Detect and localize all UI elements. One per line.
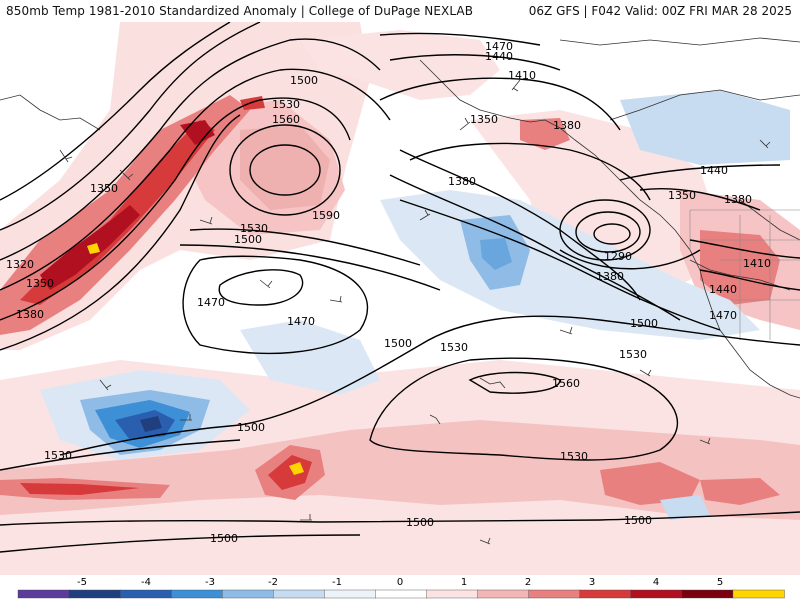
contour-label: 1350 — [668, 189, 696, 202]
colorbar-swatch — [17, 589, 70, 599]
contour-label: 1380 — [596, 270, 624, 283]
contour-label: 1380 — [724, 193, 752, 206]
contour-label: 1470 — [485, 40, 513, 53]
contour-label: 1500 — [234, 233, 262, 246]
colorbar: -5 -4 -3 -2 -1 0 1 2 3 4 5 — [0, 575, 800, 600]
contour-label: 1470 — [197, 296, 225, 309]
contour-label: 1470 — [287, 315, 315, 328]
contour-label: 1350 — [470, 113, 498, 126]
colorbar-swatch — [681, 589, 734, 599]
contour-label: 1560 — [552, 377, 580, 390]
contour-label: 1410 — [508, 69, 536, 82]
contour-label: 1440 — [709, 283, 737, 296]
colorbar-swatches — [17, 589, 785, 599]
colorbar-tick-label: -2 — [268, 577, 278, 588]
colorbar-tick-label: 0 — [397, 577, 403, 588]
colorbar-swatch — [222, 589, 275, 599]
contour-label: 1470 — [709, 309, 737, 322]
colorbar-swatch — [324, 589, 377, 599]
contour-label: 1380 — [448, 175, 476, 188]
contour-label: 1500 — [237, 421, 265, 434]
colorbar-tick-label: 1 — [461, 577, 467, 588]
colorbar-swatch — [579, 589, 632, 599]
colorbar-tick-labels: -5 -4 -3 -2 -1 0 1 2 3 4 5 — [77, 577, 723, 588]
colorbar-tick-label: 2 — [525, 577, 531, 588]
colorbar-tick-label: 5 — [717, 577, 723, 588]
contour-label: 1530 — [272, 98, 300, 111]
colorbar-swatch — [273, 589, 326, 599]
contour-label: 1350 — [26, 277, 54, 290]
contour-label: 1500 — [384, 337, 412, 350]
colorbar-tick-label: -4 — [141, 577, 151, 588]
colorbar-swatch — [68, 589, 121, 599]
contour-label: 1440 — [700, 164, 728, 177]
contour-label: 1530 — [560, 450, 588, 463]
colorbar-tick-label: -3 — [205, 577, 215, 588]
contour-label: 1500 — [406, 516, 434, 529]
contour-label: 1530 — [44, 449, 72, 462]
colorbar-swatch — [119, 589, 172, 599]
contour-label: 1320 — [6, 258, 34, 271]
contour-label: 1380 — [16, 308, 44, 321]
contour-label: 1590 — [312, 209, 340, 222]
colorbar-swatch — [426, 589, 479, 599]
colorbar-tick-label: -5 — [77, 577, 87, 588]
contour-label: 1530 — [619, 348, 647, 361]
political-borders — [689, 209, 800, 340]
contour-label: 1440 — [485, 50, 513, 63]
colorbar-swatch — [170, 589, 223, 599]
contour-label: 1290 — [604, 250, 632, 263]
contour-label: 1530 — [440, 341, 468, 354]
colorbar-tick-label: -1 — [332, 577, 342, 588]
run-info: 06Z GFS | F042 Valid: 00Z FRI MAR 28 202… — [528, 4, 792, 18]
contour-label: 1500 — [624, 514, 652, 527]
contour-labels: 1500 1530 1560 1590 1530 1500 1470 1470 … — [6, 40, 771, 545]
title-bar: 850mb Temp 1981-2010 Standardized Anomal… — [0, 0, 800, 23]
colorbar-tick-label: 3 — [589, 577, 595, 588]
colorbar-swatch — [528, 589, 581, 599]
contour-label: 1560 — [272, 113, 300, 126]
contour-label: 1500 — [210, 532, 238, 545]
contour-label: 1530 — [240, 222, 268, 235]
anomaly-map: 1500 1530 1560 1590 1530 1500 1470 1470 … — [0, 22, 800, 575]
wind-barbs — [59, 79, 771, 545]
map-title: 850mb Temp 1981-2010 Standardized Anomal… — [6, 4, 474, 18]
colorbar-swatch — [477, 589, 530, 599]
colorbar-swatch — [630, 589, 683, 599]
colorbar-tick-label: 4 — [653, 577, 659, 588]
contour-label: 1500 — [290, 74, 318, 87]
contour-label: 1350 — [90, 182, 118, 195]
contour-label: 1410 — [743, 257, 771, 270]
contour-label: 1500 — [630, 317, 658, 330]
contour-label: 1380 — [553, 119, 581, 132]
height-contours — [0, 22, 800, 553]
colorbar-swatch — [732, 589, 785, 599]
colorbar-swatch — [375, 589, 428, 599]
